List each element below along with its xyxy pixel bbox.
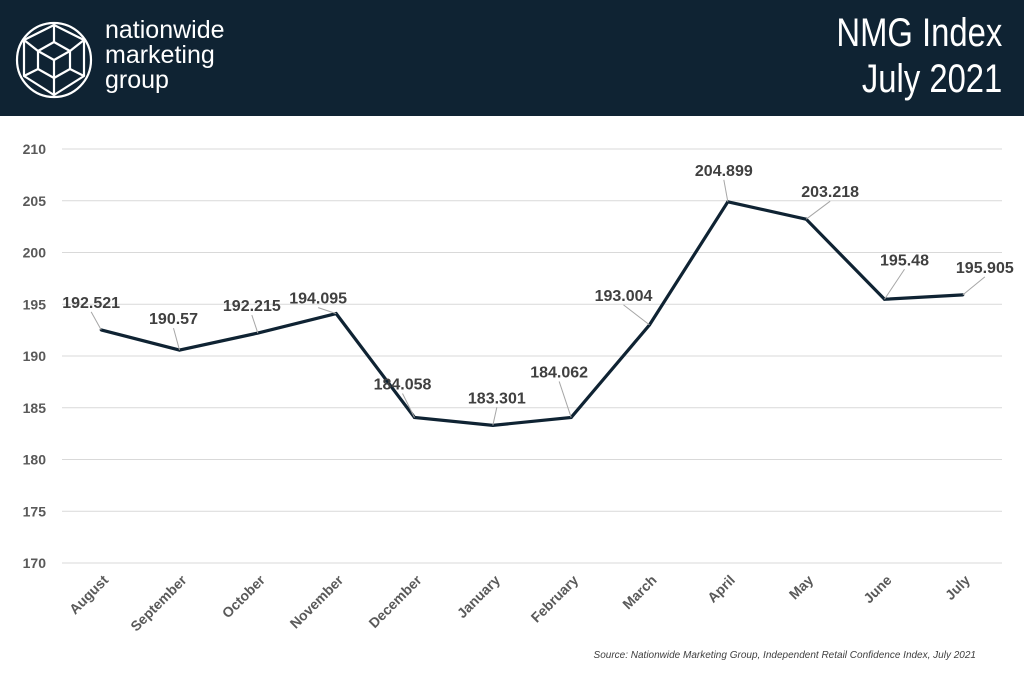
x-tick-label: November [287, 571, 347, 631]
brand-line-3: group [105, 66, 169, 94]
geodesic-sphere-icon [15, 21, 93, 99]
x-tick-label: December [365, 571, 425, 631]
x-tick-label: July [942, 572, 973, 603]
y-tick-label: 210 [23, 141, 47, 157]
leader-line [962, 276, 986, 296]
title-line-1: NMG Index [836, 11, 1002, 55]
y-tick-label: 170 [23, 555, 47, 571]
brand-line-1: nationwide [105, 16, 225, 44]
brand-name: nationwide marketing group [105, 18, 225, 93]
leader-line [251, 314, 259, 334]
data-label: 183.301 [468, 390, 526, 407]
data-label: 190.57 [149, 311, 198, 328]
leader-line [884, 269, 905, 300]
x-tick-label: October [219, 571, 269, 621]
x-tick-label: January [454, 572, 503, 621]
x-tick-label: August [66, 572, 112, 618]
leader-line [723, 179, 729, 202]
leader-line [492, 407, 498, 426]
series-line [100, 199, 963, 427]
x-tick-label: March [619, 572, 659, 612]
y-tick-label: 205 [23, 193, 47, 209]
source-note: Source: Nationwide Marketing Group, Inde… [593, 650, 976, 661]
y-tick-label: 190 [23, 348, 47, 364]
line-chart: 170 175 180 185 190 195 200 205 210 August Septemb… [23, 141, 1014, 634]
data-label: 195.48 [880, 252, 929, 269]
leader-line [623, 304, 650, 326]
page-title: NMG Index July 2021 [836, 10, 1002, 102]
data-label: 204.899 [695, 163, 753, 180]
leader-line [318, 307, 337, 315]
x-tick-label: September [127, 571, 190, 634]
leader-line [805, 200, 831, 220]
x-tick-label: February [528, 572, 582, 626]
y-tick-label: 175 [23, 503, 47, 519]
data-label: 184.062 [530, 364, 588, 381]
data-label: 193.004 [595, 288, 653, 305]
x-tick-label: April [704, 572, 738, 606]
data-label: 192.215 [223, 298, 281, 315]
chart-area: 170 175 180 185 190 195 200 205 210 August Septemb… [0, 116, 1024, 683]
data-label: 192.521 [62, 295, 120, 312]
leader-line [558, 381, 572, 418]
data-label: 184.058 [374, 376, 432, 393]
y-tick-label: 180 [23, 452, 47, 468]
y-tick-label: 195 [23, 296, 47, 312]
leader-line [173, 327, 180, 351]
leader-line [90, 311, 102, 331]
data-label: 194.095 [289, 291, 347, 308]
title-line-2: July 2021 [861, 57, 1002, 101]
leader-line [402, 393, 415, 418]
brand-line-2: marketing [105, 41, 215, 69]
y-tick-label: 185 [23, 400, 47, 416]
x-tick-label: May [786, 572, 817, 603]
y-tick-label: 200 [23, 245, 47, 261]
data-label: 195.905 [956, 260, 1014, 277]
data-label: 203.218 [801, 184, 859, 201]
header-banner: nationwide marketing group NMG Index Jul… [0, 0, 1024, 116]
x-tick-label: June [860, 572, 895, 607]
